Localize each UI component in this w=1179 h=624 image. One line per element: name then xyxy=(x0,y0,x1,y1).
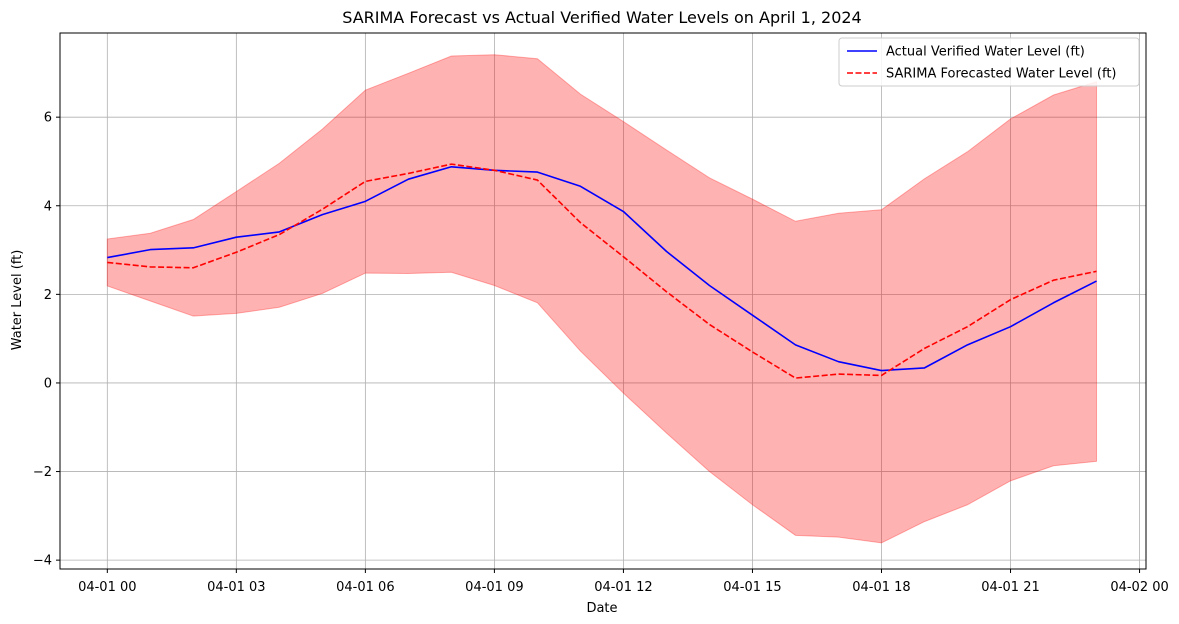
x-tick-label: 04-01 06 xyxy=(336,580,394,595)
x-tick-label: 04-02 00 xyxy=(1110,580,1168,595)
y-tick-label: 0 xyxy=(44,376,52,391)
y-tick-label: −2 xyxy=(33,465,52,480)
plot-frame xyxy=(59,32,1147,570)
y-tick-label: 4 xyxy=(44,199,52,214)
legend-label-actual: Actual Verified Water Level (ft) xyxy=(886,45,1085,60)
x-tick-label: 04-01 00 xyxy=(78,580,136,595)
x-tick-label: 04-01 18 xyxy=(852,580,910,595)
chart-title: SARIMA Forecast vs Actual Verified Water… xyxy=(342,8,861,27)
x-tick-label: 04-01 03 xyxy=(207,580,265,595)
x-tick-label: 04-01 09 xyxy=(465,580,523,595)
confidence-band-layer xyxy=(106,54,1098,544)
y-axis-label: Water Level (ft) xyxy=(10,250,25,351)
forecast-water-level-line xyxy=(107,163,1097,379)
legend-box xyxy=(838,37,1140,87)
actual-water-level-line xyxy=(107,165,1097,372)
legend: Actual Verified Water Level (ft) SARIMA F… xyxy=(838,37,1140,87)
series-layer xyxy=(107,163,1097,379)
legend-label-forecast: SARIMA Forecasted Water Level (ft) xyxy=(886,67,1116,82)
y-tick-label: 2 xyxy=(44,288,52,303)
y-tick-label: 6 xyxy=(44,111,52,126)
x-tick-label: 04-01 15 xyxy=(723,580,781,595)
x-tick-label: 04-01 12 xyxy=(594,580,652,595)
x-tick-label: 04-01 21 xyxy=(981,580,1039,595)
y-tick-label: −4 xyxy=(33,554,52,569)
ticks: 04-01 00 04-01 03 04-01 06 04-01 09 04-01 12… xyxy=(33,111,1169,595)
confidence-band xyxy=(106,54,1098,544)
grid xyxy=(60,33,1146,569)
x-axis-label: Date xyxy=(586,601,617,616)
